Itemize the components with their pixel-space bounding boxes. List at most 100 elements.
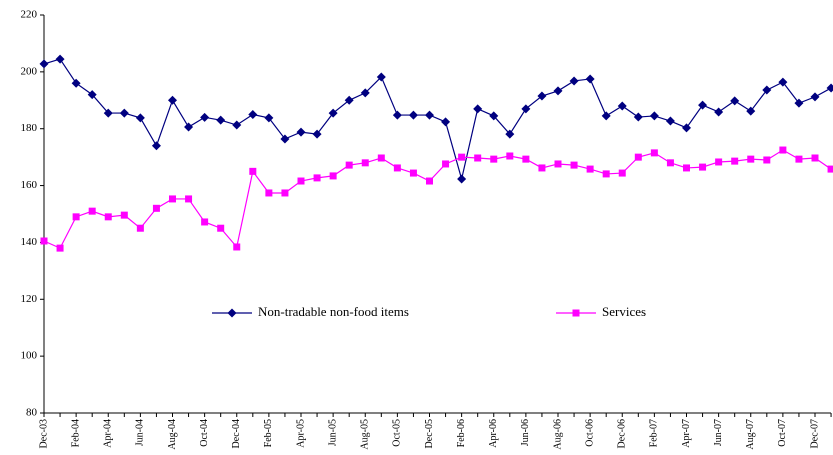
marker: [442, 160, 450, 168]
marker: [136, 224, 144, 232]
y-tick-label: 200: [21, 65, 38, 77]
marker: [683, 164, 690, 172]
marker: [233, 243, 241, 251]
marker: [490, 155, 498, 163]
marker: [72, 213, 80, 221]
marker: [393, 164, 401, 172]
marker: [297, 177, 305, 185]
x-tick-label: Apr-04: [103, 419, 114, 448]
marker: [763, 156, 771, 164]
marker: [281, 189, 289, 197]
marker: [71, 78, 81, 88]
x-tick-label: Dec-05: [424, 419, 435, 448]
marker: [409, 169, 417, 177]
marker: [200, 112, 210, 122]
x-tick-label: Jun-05: [327, 419, 338, 446]
marker: [489, 111, 499, 121]
marker: [408, 110, 418, 120]
marker: [329, 172, 337, 180]
marker: [216, 115, 226, 125]
marker: [39, 59, 49, 69]
marker: [714, 107, 724, 117]
y-tick-label: 220: [21, 9, 38, 21]
marker: [522, 155, 530, 163]
marker: [360, 88, 370, 98]
marker: [538, 164, 546, 172]
marker: [474, 154, 482, 162]
x-tick-label: Jun-06: [520, 419, 531, 446]
marker: [746, 106, 756, 116]
marker: [119, 108, 129, 118]
marker: [344, 95, 354, 105]
marker: [682, 123, 691, 133]
x-tick-label: Aug-05: [360, 419, 371, 450]
y-tick-label: 180: [21, 122, 38, 134]
marker: [731, 157, 739, 165]
marker: [473, 104, 483, 114]
x-tick-label: Jun-04: [135, 419, 146, 446]
x-tick-label: Dec-03: [38, 419, 49, 448]
x-tick-label: Dec-06: [617, 419, 628, 448]
marker: [312, 129, 322, 139]
legend-label: Non-tradable non-food items: [258, 304, 409, 319]
marker: [151, 141, 161, 151]
marker: [280, 134, 290, 144]
marker: [457, 174, 467, 184]
marker: [345, 161, 353, 169]
marker: [87, 90, 97, 100]
marker: [56, 244, 64, 252]
marker: [570, 161, 578, 169]
series-line: [43, 149, 832, 249]
marker: [264, 113, 274, 123]
marker: [458, 153, 466, 161]
marker: [602, 170, 610, 178]
marker: [779, 146, 787, 154]
marker: [169, 195, 176, 203]
marker: [425, 110, 434, 120]
marker: [103, 108, 113, 118]
marker: [40, 237, 48, 245]
marker: [505, 129, 515, 139]
y-tick-label: 120: [21, 293, 38, 305]
marker: [811, 154, 819, 162]
x-tick-label: Feb-04: [70, 419, 81, 447]
marker: [634, 153, 642, 161]
marker: [152, 204, 160, 212]
marker: [586, 165, 594, 173]
marker: [88, 207, 96, 215]
marker: [55, 54, 65, 64]
marker: [377, 154, 385, 162]
marker: [633, 112, 643, 122]
marker: [296, 127, 306, 137]
marker: [392, 110, 402, 120]
x-tick-label: Aug-07: [745, 419, 756, 450]
x-tick-label: Apr-05: [295, 419, 306, 448]
x-tick-label: Oct-05: [392, 419, 403, 447]
x-tick-label: Dec-04: [231, 419, 242, 448]
y-tick-label: 160: [21, 179, 38, 191]
marker: [795, 155, 803, 163]
x-tick-label: Oct-07: [777, 419, 788, 447]
x-tick-label: Apr-06: [488, 419, 499, 448]
marker: [699, 163, 707, 171]
marker: [232, 120, 242, 130]
marker: [778, 77, 788, 87]
marker: [227, 308, 237, 318]
marker: [747, 155, 755, 163]
marker: [361, 159, 369, 167]
marker: [585, 74, 595, 84]
x-tick-label: Dec-07: [809, 419, 820, 448]
x-tick-label: Aug-04: [167, 419, 178, 450]
marker: [618, 169, 626, 177]
marker: [601, 111, 611, 121]
y-tick-label: 140: [21, 236, 38, 248]
marker: [827, 165, 833, 173]
x-tick-label: Oct-04: [199, 419, 210, 447]
marker: [665, 116, 675, 126]
marker: [184, 122, 194, 132]
marker: [201, 218, 209, 226]
marker: [553, 86, 563, 96]
series-line: [43, 58, 832, 180]
marker: [794, 98, 804, 108]
